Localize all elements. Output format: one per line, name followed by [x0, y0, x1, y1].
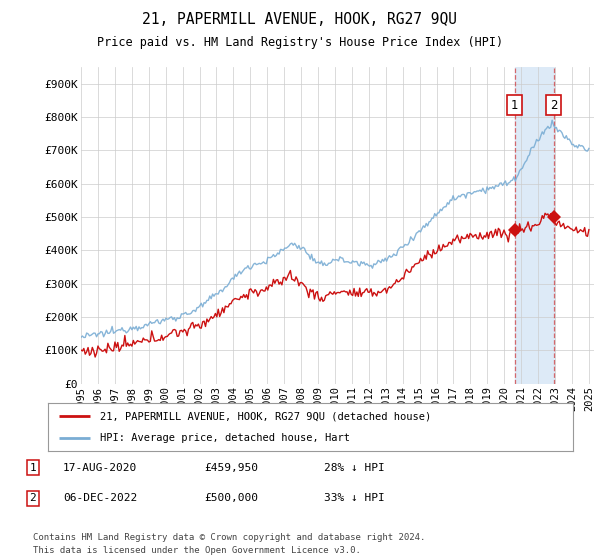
Text: Contains HM Land Registry data © Crown copyright and database right 2024.
This d: Contains HM Land Registry data © Crown c…: [33, 533, 425, 554]
Bar: [515, 67, 554, 384]
Text: Price paid vs. HM Land Registry's House Price Index (HPI): Price paid vs. HM Land Registry's House …: [97, 36, 503, 49]
Text: HPI: Average price, detached house, Hart: HPI: Average price, detached house, Hart: [101, 433, 350, 443]
Text: 28% ↓ HPI: 28% ↓ HPI: [324, 463, 385, 473]
Text: 21, PAPERMILL AVENUE, HOOK, RG27 9QU (detached house): 21, PAPERMILL AVENUE, HOOK, RG27 9QU (de…: [101, 411, 432, 421]
Text: 1: 1: [29, 463, 37, 473]
Text: 33% ↓ HPI: 33% ↓ HPI: [324, 493, 385, 503]
Text: 2: 2: [550, 99, 557, 111]
Text: 1: 1: [511, 99, 518, 111]
Text: 06-DEC-2022: 06-DEC-2022: [63, 493, 137, 503]
Text: 21, PAPERMILL AVENUE, HOOK, RG27 9QU: 21, PAPERMILL AVENUE, HOOK, RG27 9QU: [143, 12, 458, 27]
Text: £459,950: £459,950: [204, 463, 258, 473]
Text: £500,000: £500,000: [204, 493, 258, 503]
Text: 2: 2: [29, 493, 37, 503]
Text: 17-AUG-2020: 17-AUG-2020: [63, 463, 137, 473]
